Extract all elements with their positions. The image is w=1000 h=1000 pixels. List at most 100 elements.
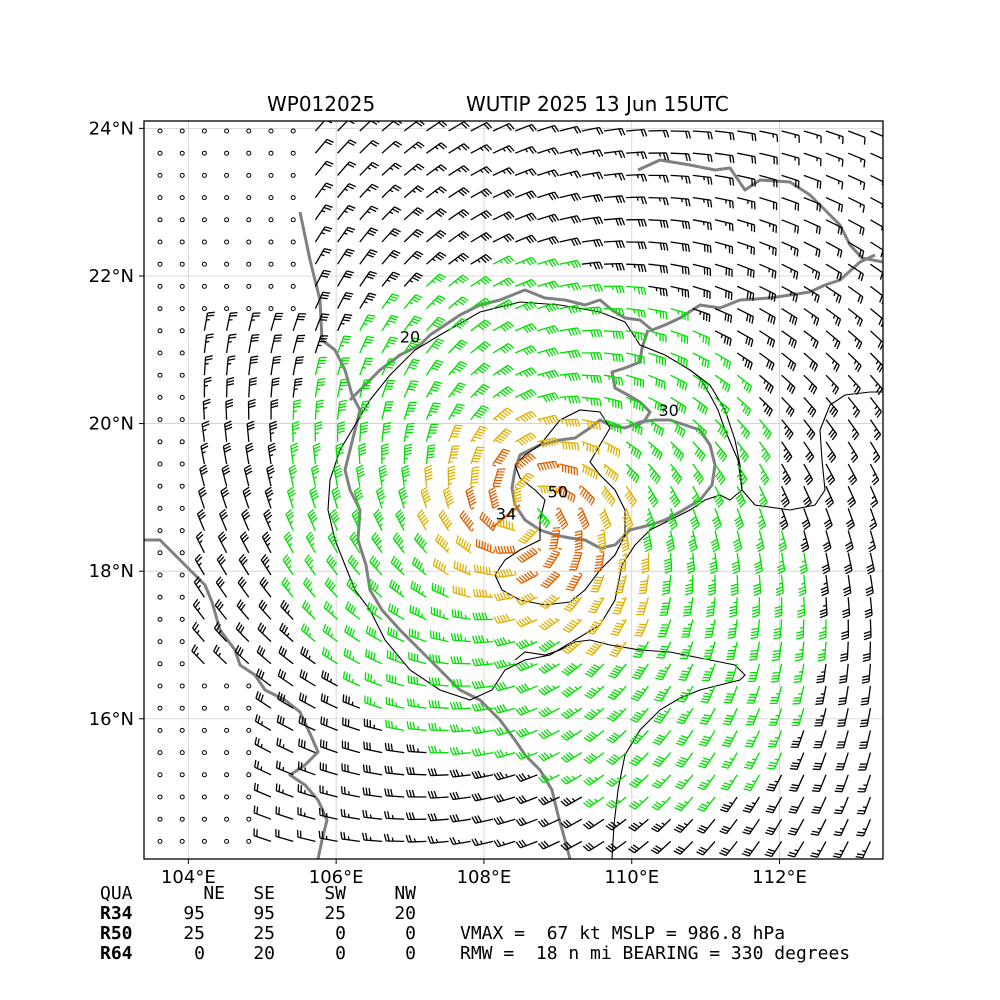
wind-barb bbox=[471, 792, 494, 802]
radii-header-qua: QUA bbox=[100, 883, 133, 904]
wind-barb bbox=[514, 123, 537, 132]
wind-barb bbox=[283, 531, 294, 554]
wind-barb bbox=[381, 162, 402, 176]
wind-barb bbox=[381, 228, 401, 243]
wind-barb bbox=[803, 285, 820, 303]
wind-barb bbox=[781, 396, 795, 418]
contour-label: 20 bbox=[400, 327, 420, 346]
wind-barb bbox=[702, 641, 716, 660]
wind-barb bbox=[870, 130, 883, 137]
wind-barb bbox=[470, 446, 485, 465]
wind-barb bbox=[361, 832, 383, 843]
lat-tick-label: 20°N bbox=[89, 414, 134, 435]
wind-barb bbox=[403, 401, 417, 420]
calm-marker bbox=[157, 794, 163, 800]
wind-barb bbox=[292, 399, 302, 420]
calm-marker bbox=[268, 306, 274, 312]
wind-barb bbox=[791, 708, 805, 727]
wind-barb bbox=[514, 453, 537, 470]
wind-barb bbox=[676, 707, 694, 725]
wind-barb bbox=[670, 130, 692, 139]
wind-barb bbox=[497, 518, 516, 532]
calm-marker bbox=[224, 816, 230, 822]
wind-contour-line bbox=[689, 369, 883, 511]
wind-barb bbox=[578, 485, 596, 506]
wind-barb bbox=[787, 818, 805, 836]
calm-marker bbox=[246, 239, 252, 245]
calm-marker bbox=[157, 128, 163, 134]
calm-marker bbox=[179, 439, 185, 445]
wind-barb bbox=[560, 818, 583, 829]
wind-barb bbox=[202, 398, 211, 420]
wind-barb bbox=[744, 730, 760, 748]
wind-barb bbox=[833, 818, 849, 837]
wind-barb bbox=[825, 463, 836, 486]
wind-barb bbox=[748, 641, 761, 661]
wind-barb bbox=[245, 442, 254, 465]
wind-barb bbox=[670, 441, 685, 462]
wind-barb bbox=[626, 173, 648, 182]
wind-barb bbox=[821, 552, 831, 575]
calm-marker bbox=[224, 727, 230, 733]
wind-barb bbox=[472, 612, 494, 621]
wind-barb bbox=[606, 752, 627, 766]
wind-barb bbox=[667, 508, 678, 531]
wind-barb bbox=[438, 509, 453, 531]
calm-marker bbox=[201, 838, 207, 844]
calm-marker bbox=[179, 239, 185, 245]
wind-barb bbox=[492, 299, 515, 310]
wind-barb bbox=[641, 552, 650, 574]
wind-barb bbox=[670, 285, 690, 298]
wind-barb bbox=[385, 719, 405, 732]
calm-marker bbox=[246, 727, 252, 733]
wind-barb bbox=[473, 564, 494, 576]
wind-barb bbox=[626, 151, 648, 160]
wind-barb bbox=[581, 441, 600, 455]
wind-barb bbox=[847, 374, 861, 396]
wind-barb bbox=[471, 838, 494, 847]
calm-marker bbox=[157, 439, 163, 445]
wind-barb bbox=[237, 576, 250, 598]
wind-barb bbox=[628, 840, 649, 854]
wind-barb bbox=[697, 774, 716, 791]
wind-barb bbox=[736, 308, 754, 324]
wind-barb bbox=[757, 508, 767, 531]
calm-marker bbox=[157, 394, 163, 400]
wind-barb bbox=[381, 184, 402, 199]
wind-barb bbox=[270, 399, 279, 420]
wind-barb bbox=[781, 308, 798, 326]
wind-barb bbox=[692, 219, 712, 231]
wind-barb bbox=[448, 121, 470, 132]
radii-header-sw: SW bbox=[324, 883, 346, 904]
wind-barb bbox=[470, 383, 491, 398]
wind-barb bbox=[255, 691, 272, 709]
wind-barb bbox=[759, 308, 776, 325]
calm-marker bbox=[246, 683, 252, 689]
wind-barb bbox=[318, 830, 338, 843]
wind-barb bbox=[692, 241, 712, 254]
wind-barb bbox=[583, 707, 605, 721]
wind-barb bbox=[559, 418, 581, 427]
wind-barb bbox=[714, 330, 732, 347]
wind-barb bbox=[359, 140, 380, 154]
wind-barb bbox=[470, 232, 492, 243]
wind-barb bbox=[427, 790, 449, 799]
wind-barb bbox=[451, 609, 471, 621]
wind-barb bbox=[277, 668, 294, 687]
wind-barb bbox=[581, 261, 604, 270]
wind-barb bbox=[239, 531, 250, 554]
wind-barb bbox=[538, 728, 560, 740]
wind-barb bbox=[583, 818, 605, 830]
wind-barb bbox=[337, 121, 357, 132]
wind-barb bbox=[253, 828, 272, 843]
calm-marker bbox=[179, 750, 185, 756]
wind-barb bbox=[514, 367, 537, 378]
wind-barb bbox=[751, 597, 761, 618]
wind-barb bbox=[381, 206, 402, 221]
wind-barb bbox=[653, 707, 672, 724]
wind-barb bbox=[515, 615, 538, 628]
wind-barb bbox=[692, 263, 712, 276]
wind-barb bbox=[347, 554, 361, 576]
wind-barb bbox=[314, 138, 334, 154]
wind-barb bbox=[648, 219, 669, 228]
